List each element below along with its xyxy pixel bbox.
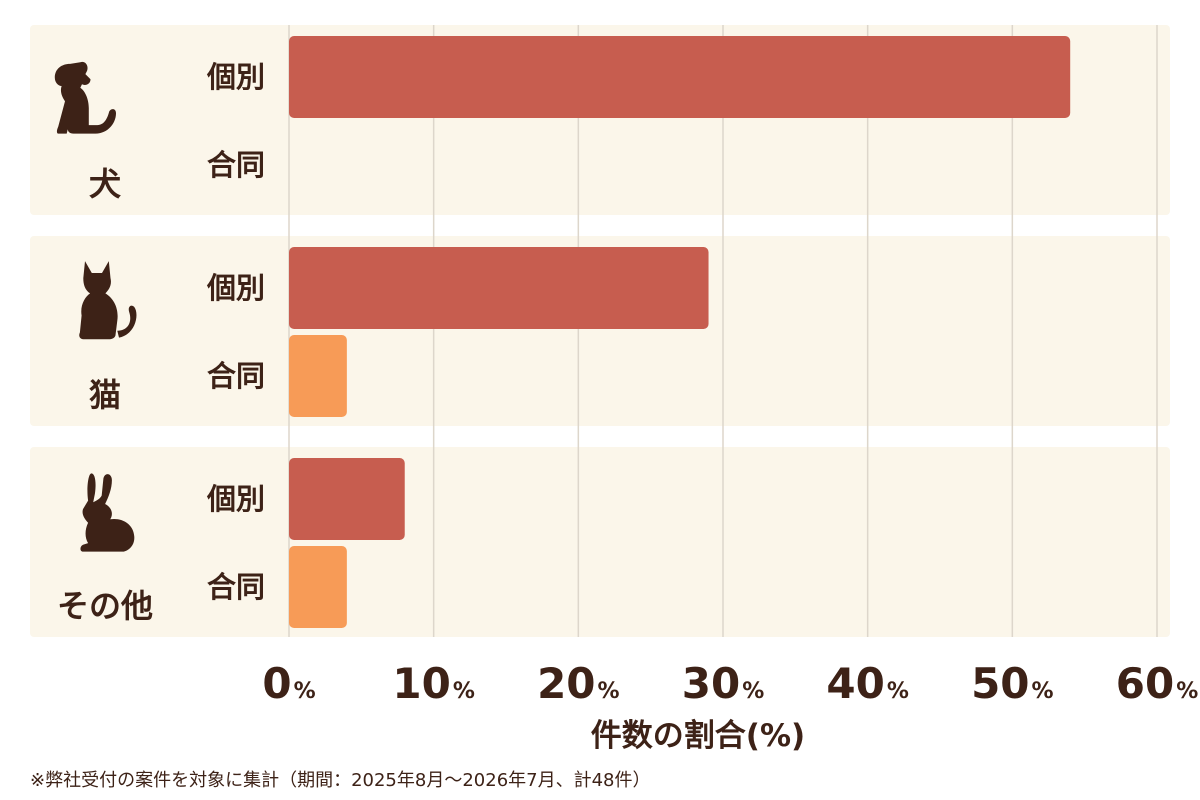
category-label: 個別	[206, 271, 265, 305]
x-axis: 0% 10% 20% 30% 40% 50% 60% 件数の割合(%)	[262, 659, 1198, 754]
bar	[289, 546, 347, 628]
category-label: 合同	[207, 359, 265, 393]
bar	[289, 36, 1071, 118]
tick-label: 20%	[537, 659, 620, 708]
category-label: 個別	[206, 482, 265, 516]
group-label: 猫	[89, 376, 121, 414]
category-label: 合同	[207, 570, 265, 604]
bar	[289, 458, 405, 540]
cat-icon	[79, 261, 137, 340]
group-band	[30, 447, 1170, 637]
group-label: 犬	[89, 165, 121, 203]
tick-label: 50%	[971, 659, 1053, 708]
bar	[289, 335, 347, 417]
category-label: 個別	[206, 60, 265, 94]
rabbit-icon	[80, 473, 135, 552]
tick-label: 60%	[1116, 659, 1199, 708]
bars	[289, 36, 1071, 628]
dog-icon	[54, 61, 116, 134]
tick-label: 30%	[682, 659, 765, 708]
category-label: 合同	[207, 148, 265, 182]
gridlines	[288, 25, 1158, 637]
x-axis-label: 件数の割合(%)	[591, 718, 805, 754]
tick-label: 0%	[262, 659, 315, 708]
bar	[289, 247, 709, 329]
footnote: ※弊社受付の案件を対象に集計（期間：2025年8月～2026年7月、計48件）	[30, 770, 651, 791]
tick-label: 40%	[826, 659, 909, 708]
group-label: その他	[57, 587, 153, 625]
tick-label: 10%	[392, 659, 475, 708]
